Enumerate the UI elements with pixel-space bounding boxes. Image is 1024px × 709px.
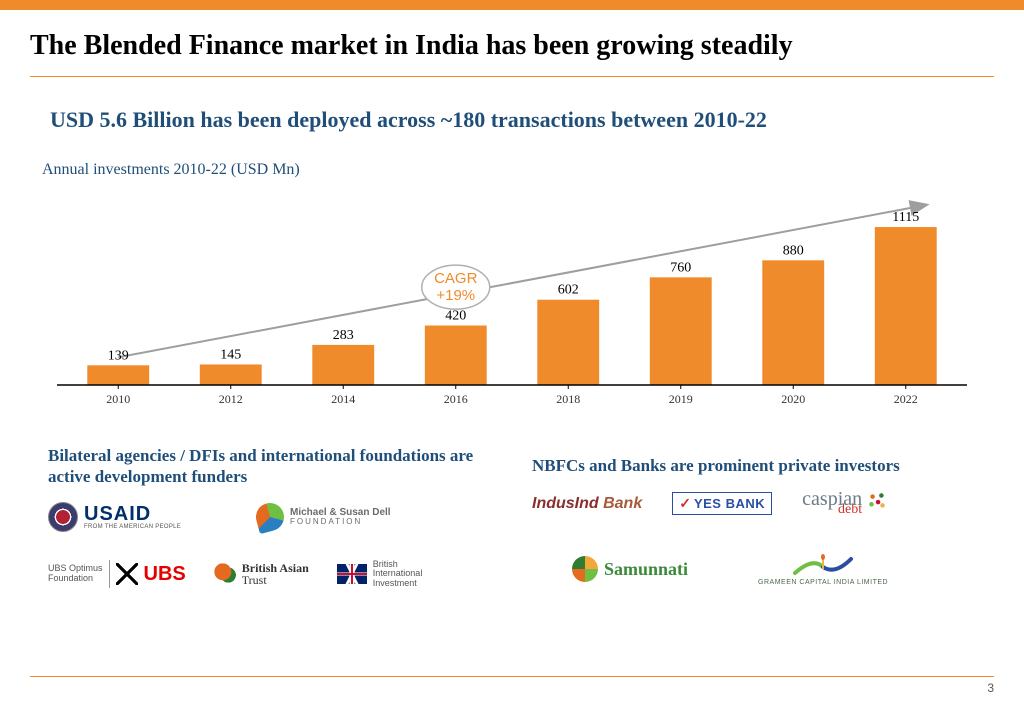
svg-text:2020: 2020 bbox=[781, 392, 805, 406]
svg-text:760: 760 bbox=[670, 260, 691, 275]
yes-check-icon: ✓ bbox=[679, 495, 691, 512]
bat-leaf-icon bbox=[214, 563, 236, 585]
funders-right-column: NBFCs and Banks are prominent private in… bbox=[532, 445, 976, 589]
svg-text:2016: 2016 bbox=[444, 392, 468, 406]
slide-content: The Blended Finance market in India has … bbox=[0, 10, 1024, 589]
svg-text:139: 139 bbox=[108, 348, 129, 363]
svg-text:145: 145 bbox=[220, 347, 241, 362]
ubs-optimus-l2: Foundation bbox=[48, 574, 103, 584]
svg-text:2019: 2019 bbox=[669, 392, 693, 406]
svg-text:2018: 2018 bbox=[556, 392, 580, 406]
logo-grameen: GRAMEEN CAPITAL INDIA LIMITED bbox=[758, 553, 888, 586]
chart-axis-label: Annual investments 2010-22 (USD Mn) bbox=[42, 161, 994, 179]
logo-caspian: caspian debt bbox=[802, 490, 888, 517]
subtitle: USD 5.6 Billion has been deployed across… bbox=[50, 107, 974, 133]
caspian-l2: debt bbox=[802, 504, 862, 517]
svg-text:880: 880 bbox=[783, 243, 804, 258]
logo-samunnati: Samunnati bbox=[572, 556, 688, 582]
dell-swirl-icon bbox=[253, 499, 287, 533]
uk-flag-icon bbox=[337, 564, 367, 584]
svg-text:2014: 2014 bbox=[331, 392, 355, 406]
svg-text:420: 420 bbox=[445, 309, 466, 324]
page-number: 3 bbox=[987, 681, 994, 695]
logo-indusind: IndusInd Bank bbox=[532, 495, 642, 513]
usaid-word: USAID bbox=[84, 504, 181, 524]
page-title: The Blended Finance market in India has … bbox=[30, 30, 994, 62]
svg-text:+19%: +19% bbox=[436, 287, 475, 304]
logo-yesbank: ✓ YES BANK bbox=[672, 492, 772, 515]
bii-l3: Investment bbox=[373, 579, 423, 589]
funders-left-column: Bilateral agencies / DFIs and internatio… bbox=[48, 445, 492, 589]
svg-text:602: 602 bbox=[558, 283, 579, 298]
svg-text:1115: 1115 bbox=[892, 210, 919, 225]
ubs-divider bbox=[109, 560, 110, 588]
funders-section: Bilateral agencies / DFIs and internatio… bbox=[48, 445, 976, 589]
caspian-flower-icon bbox=[866, 490, 888, 512]
svg-text:2010: 2010 bbox=[106, 392, 130, 406]
dell-line1: Michael & Susan Dell bbox=[290, 507, 391, 518]
indus-part1: IndusInd bbox=[532, 495, 599, 512]
logo-usaid: USAID FROM THE AMERICAN PEOPLE bbox=[48, 502, 228, 532]
funders-right-logos: IndusInd Bank ✓ YES BANK caspian debt bbox=[532, 490, 976, 586]
usaid-seal-icon bbox=[48, 502, 78, 532]
funders-right-heading: NBFCs and Banks are prominent private in… bbox=[532, 455, 976, 476]
grameen-swoosh-icon bbox=[793, 553, 853, 577]
bar-chart: 139 2010 145 2012 283 2014 420 2016 602 2018 760 20… bbox=[42, 185, 982, 415]
logo-bii: British International Investment bbox=[337, 560, 423, 590]
dell-line2: FOUNDATION bbox=[290, 518, 391, 527]
funders-left-logos: USAID FROM THE AMERICAN PEOPLE Michael &… bbox=[48, 502, 492, 590]
logo-british-asian-trust: British Asian Trust bbox=[214, 562, 309, 586]
title-divider bbox=[30, 76, 994, 77]
logo-dell-foundation: Michael & Susan Dell FOUNDATION bbox=[256, 503, 391, 531]
ubs-keys-icon bbox=[116, 563, 138, 585]
svg-text:283: 283 bbox=[333, 328, 354, 343]
funders-left-heading: Bilateral agencies / DFIs and internatio… bbox=[48, 445, 492, 488]
indus-part2: Bank bbox=[599, 495, 643, 512]
logo-ubs: UBS Optimus Foundation UBS bbox=[48, 560, 186, 588]
yes-text: YES BANK bbox=[694, 496, 765, 511]
grameen-text: GRAMEEN CAPITAL INDIA LIMITED bbox=[758, 579, 888, 586]
usaid-tagline: FROM THE AMERICAN PEOPLE bbox=[84, 524, 181, 530]
svg-text:CAGR: CAGR bbox=[434, 270, 478, 287]
top-accent-bar bbox=[0, 0, 1024, 10]
svg-text:2022: 2022 bbox=[894, 392, 918, 406]
footer: 3 bbox=[30, 676, 994, 695]
ubs-word: UBS bbox=[144, 563, 186, 586]
bat-l2: Trust bbox=[242, 574, 309, 586]
samunnati-text: Samunnati bbox=[604, 559, 688, 580]
svg-text:2012: 2012 bbox=[219, 392, 243, 406]
chart-svg: 139 2010 145 2012 283 2014 420 2016 602 2018 760 20… bbox=[42, 185, 982, 415]
samunnati-circle-icon bbox=[572, 556, 598, 582]
